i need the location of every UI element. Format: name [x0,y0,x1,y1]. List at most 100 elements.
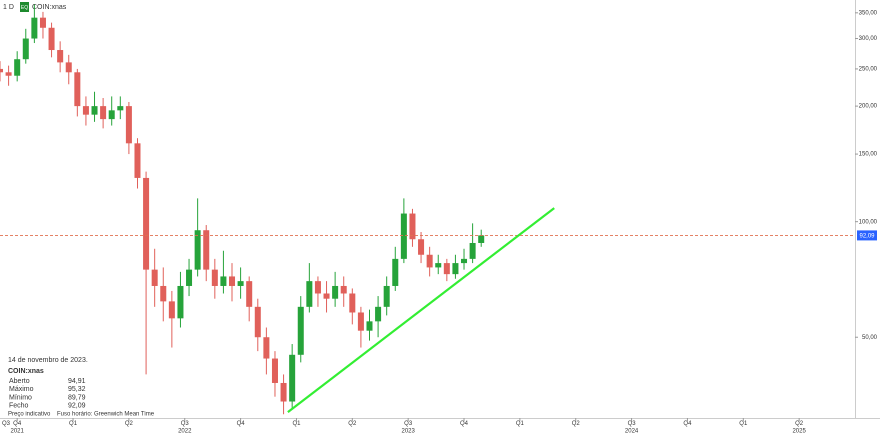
candle-body [237,281,244,286]
year-label: 2022 [178,429,192,435]
x-tick-label: Q1 [739,421,748,427]
info-value: 94,91 [68,378,86,385]
x-tick-label: Q1 [516,421,525,427]
info-value: 92,09 [68,403,86,410]
year-label: 2025 [792,429,806,435]
candle-body [418,239,425,255]
x-tick-label: Q2 [795,421,804,427]
candle-body [14,59,21,76]
x-tick-label: Q3 [2,421,11,427]
candle-body [151,269,158,286]
candle-body [289,354,296,402]
candle-body [271,358,278,383]
chart-title: COIN:xnas [32,4,67,11]
candle-body [91,106,98,115]
candle-body [478,235,485,243]
candle-body [469,242,476,259]
y-tick-label: 200,00 [859,104,878,110]
x-tick-label: Q4 [237,421,246,427]
x-tick-label: Q4 [13,421,22,427]
info-symbol: COIN:xnas [8,368,44,375]
candle-body [426,254,433,268]
candle-body [57,50,64,63]
year-label: 2021 [11,429,25,435]
candle-body [143,177,150,270]
candle-body [211,269,218,286]
y-tick-label: 300,00 [859,36,878,42]
candle-body [332,285,339,299]
y-tick-label: 250,00 [859,67,878,73]
last-price-box [857,230,877,241]
info-label: Fecho [9,403,29,410]
x-tick-label: Q2 [572,421,581,427]
candle-body [134,143,141,178]
candle-body [82,106,89,115]
candle-body [125,106,132,144]
candle-body [48,27,55,51]
x-tick-label: Q2 [348,421,357,427]
candle-body [461,258,468,264]
x-tick-label: Q1 [292,421,301,427]
candle-body [349,293,356,313]
candle-body [108,110,115,120]
candle-body [160,285,167,302]
candle-body [409,213,416,240]
candle-body [392,258,399,286]
x-tick-label: Q4 [683,421,692,427]
y-tick-label: 150,00 [859,152,878,158]
x-tick-label: Q3 [404,421,413,427]
candle-body [65,62,72,73]
badge-bg [20,2,29,12]
trendline [287,207,555,414]
candle-body [39,17,46,28]
last-price-label: 92,09 [859,233,875,239]
candle-body [31,17,38,39]
info-label: Máximo [9,386,34,393]
candle-body [443,263,450,275]
x-tick-label: Q3 [628,421,637,427]
x-tick-label: Q4 [460,421,469,427]
info-label: Aberto [9,378,30,385]
candle-body [340,285,347,294]
candle-body [74,72,81,107]
candle-body [177,285,184,319]
x-tick-label: Q2 [125,421,134,427]
candle-body [5,72,12,76]
candle-body [400,213,407,259]
year-label: 2024 [625,429,639,435]
candle-body [314,281,321,294]
candle-body [306,281,313,307]
badge: EQ [21,5,28,11]
interval: 1 D [3,4,14,11]
year-label: 2023 [401,429,415,435]
footer-timezone: Fuso horário: Greenwich Mean Time [57,412,155,418]
y-tick-label: 50,00 [862,335,878,341]
candle-body [323,293,330,299]
candle-body [435,263,442,268]
info-value: 89,79 [68,394,86,401]
candle-body [357,312,364,331]
candle-body [297,306,304,355]
x-tick-label: Q1 [69,421,78,427]
y-tick-label: 350,00 [859,10,878,16]
candle-body [203,230,210,270]
footer-note: Preço indicativo [8,412,51,418]
candle-body [22,38,29,60]
candle-body [246,281,253,307]
info-date: 14 de novembro de 2023. [8,357,88,364]
candle-body [220,276,227,286]
y-tick-label: 100,00 [859,219,878,225]
candle-body [280,382,287,402]
candle-body [383,285,390,307]
candle-body [186,269,193,286]
candle-body [168,301,175,319]
candle-body [117,106,124,111]
candle-body [194,230,201,270]
x-tick-label: Q3 [181,421,190,427]
info-label: Mínimo [9,394,32,401]
candle-body [366,321,373,331]
candle-body [254,306,261,338]
candle-body [0,68,4,73]
